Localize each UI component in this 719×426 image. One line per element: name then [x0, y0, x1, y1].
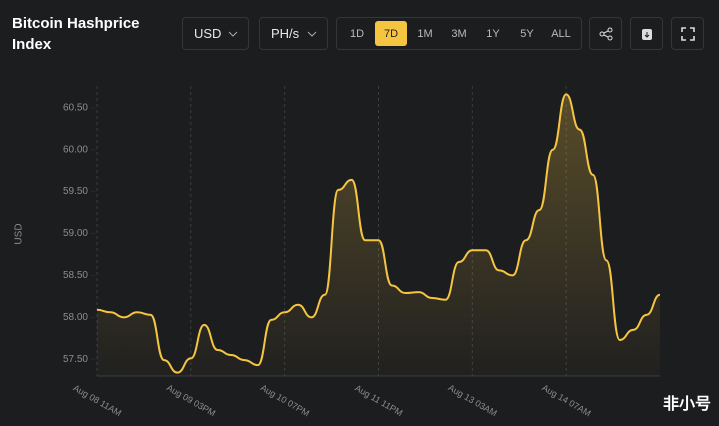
x-tick-label: Aug 13 03AM: [447, 382, 499, 418]
x-tick-label: Aug 14 07AM: [540, 382, 592, 418]
title: Bitcoin Hashprice Index: [12, 15, 140, 53]
x-tick-label: Aug 08 11AM: [71, 383, 123, 419]
y-tick-label: 57.50: [63, 354, 88, 365]
y-tick-label: 59.50: [63, 186, 88, 197]
watermark: 非小号: [662, 396, 711, 413]
y-axis-label: USD: [14, 223, 25, 244]
fullscreen-icon: [680, 26, 695, 41]
download-button[interactable]: [630, 17, 663, 50]
range-button[interactable]: 3M: [451, 27, 467, 40]
y-tick-label: 58.00: [63, 312, 88, 323]
y-tick-label: 58.50: [63, 270, 88, 281]
x-tick-label: Aug 09 03PM: [165, 382, 217, 418]
fullscreen-button[interactable]: [671, 17, 704, 50]
y-tick-label: 60.50: [63, 102, 88, 113]
y-tick-label: 60.00: [63, 144, 88, 155]
share-icon: [599, 27, 612, 40]
area: [97, 94, 660, 376]
x-tick-label: Aug 11 11PM: [353, 383, 404, 418]
range-button[interactable]: ALL: [551, 27, 571, 40]
range-button[interactable]: 1M: [417, 27, 433, 40]
chevron: [307, 31, 317, 37]
range-button[interactable]: 1Y: [486, 27, 500, 40]
unit-select[interactable]: PH/s: [259, 17, 328, 50]
share-button[interactable]: [589, 17, 622, 50]
range-group: 1D 7D 1M 3M 1Y 5Y ALL: [336, 17, 582, 50]
download-icon: [641, 28, 652, 40]
currency-label: USD: [194, 26, 222, 41]
line: [96, 93, 661, 374]
range-button[interactable]: 5Y: [520, 27, 534, 40]
chevron: [228, 31, 238, 37]
unit-label: PH/s: [271, 26, 300, 41]
currency-select[interactable]: USD: [182, 17, 249, 50]
y-tick-label: 59.00: [63, 228, 88, 239]
range-button[interactable]: 1D: [349, 27, 365, 40]
x-tick-label: Aug 10 07PM: [259, 382, 311, 418]
range-button[interactable]: 7D: [375, 21, 407, 46]
